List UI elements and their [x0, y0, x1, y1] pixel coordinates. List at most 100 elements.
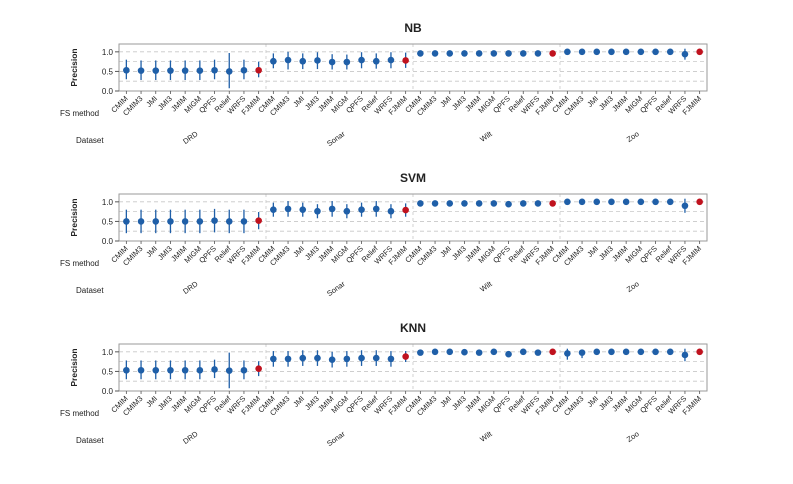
dataset-label-wilt: Wilt [478, 429, 494, 444]
point-wilt-fjmim [549, 50, 556, 57]
point-drd-qpfs [211, 217, 218, 224]
point-drd-fjmim [255, 365, 262, 372]
point-sonar-jmi3 [314, 57, 321, 64]
point-drd-cmim3 [137, 366, 145, 374]
dataset-label-drd: DRD [181, 129, 200, 146]
point-sonar-jmi3 [314, 354, 321, 362]
panel-title-svm: SVM [400, 171, 426, 185]
point-drd-relief [225, 367, 233, 374]
point-wilt-fjmim [549, 200, 556, 207]
point-wilt-migm [490, 200, 498, 207]
plot-frame [118, 343, 708, 392]
point-wilt-jmi3 [461, 50, 468, 57]
point-sonar-wrfs [387, 56, 395, 64]
point-sonar-migm [343, 355, 351, 363]
point-drd-cmim3 [137, 218, 145, 225]
point-wilt-wrfs [534, 50, 542, 57]
point-wilt-qpfs [505, 50, 512, 57]
point-drd-cmim [123, 366, 130, 374]
point-sonar-cmim3 [284, 205, 292, 213]
point-zoo-fjmim [696, 348, 703, 356]
dataset-row-label: Dataset [76, 136, 104, 145]
dataset-label-drd: DRD [181, 279, 200, 296]
point-zoo-cmim3 [578, 198, 586, 206]
point-zoo-qpfs [652, 48, 659, 56]
point-sonar-relief [372, 354, 380, 362]
point-zoo-migm [637, 198, 645, 206]
panel-title-nb: NB [404, 21, 422, 35]
point-wilt-wrfs [534, 200, 542, 207]
point-sonar-wrfs [387, 207, 395, 215]
point-wilt-cmim [417, 349, 424, 356]
point-drd-cmim [123, 66, 130, 74]
point-sonar-wrfs [387, 355, 395, 363]
point-wilt-cmim3 [431, 200, 439, 207]
dataset-label-sonar: Sonar [325, 129, 347, 148]
fs-method-row-label: FS method [60, 109, 99, 118]
point-drd-jmi [152, 366, 160, 374]
point-drd-fjmim [255, 66, 262, 74]
point-wilt-jmi [446, 348, 454, 356]
y-tick-label: 0.0 [102, 237, 114, 246]
point-zoo-jmim [622, 198, 630, 206]
point-drd-migm [196, 67, 204, 74]
point-sonar-jmi [299, 57, 307, 65]
point-drd-jmim [181, 67, 189, 74]
point-zoo-wrfs [681, 50, 689, 58]
dataset-label-zoo: Zoo [625, 279, 641, 294]
point-sonar-jmim [328, 356, 336, 363]
point-sonar-jmi [299, 206, 307, 213]
point-sonar-migm [343, 58, 351, 66]
point-drd-jmim [181, 218, 189, 225]
point-sonar-jmim [328, 205, 336, 213]
point-sonar-fjmim [402, 206, 409, 214]
point-zoo-migm [637, 48, 645, 56]
point-zoo-wrfs [681, 351, 689, 359]
point-wilt-migm [490, 348, 498, 356]
y-tick-label: 0.5 [102, 367, 114, 376]
point-zoo-jmim [622, 48, 630, 56]
point-wilt-cmim3 [431, 50, 439, 57]
point-wilt-jmi3 [461, 348, 468, 356]
point-wilt-qpfs [505, 200, 512, 208]
point-wilt-migm [490, 50, 498, 57]
point-wilt-jmi3 [461, 200, 468, 207]
point-wilt-jmi [446, 50, 454, 57]
point-drd-wrfs [240, 366, 248, 374]
plot-frame [118, 193, 708, 242]
point-drd-wrfs [240, 66, 248, 74]
point-wilt-cmim3 [431, 348, 439, 356]
point-zoo-cmim [564, 350, 571, 357]
point-drd-jmim [181, 366, 189, 374]
point-sonar-cmim3 [284, 355, 292, 363]
dataset-label-sonar: Sonar [325, 429, 347, 448]
point-zoo-relief [666, 198, 674, 206]
point-zoo-jmi [593, 348, 601, 356]
dataset-label-sonar: Sonar [325, 279, 347, 298]
point-zoo-jmi3 [608, 48, 615, 56]
point-sonar-qpfs [358, 354, 365, 362]
point-drd-cmim3 [137, 67, 145, 74]
point-sonar-cmim [270, 355, 277, 363]
plot-frame [118, 43, 708, 92]
point-drd-cmim [123, 218, 130, 225]
point-wilt-cmim [417, 200, 424, 207]
point-drd-jmi3 [167, 366, 174, 374]
point-zoo-qpfs [652, 348, 659, 356]
y-tick-label: 0.5 [102, 217, 114, 226]
fs-method-row-label: FS method [60, 409, 99, 418]
point-sonar-qpfs [358, 56, 365, 64]
y-tick-label: 1.0 [102, 48, 114, 57]
dataset-label-zoo: Zoo [625, 129, 641, 144]
y-axis-label: Precision [69, 198, 79, 236]
point-sonar-qpfs [358, 206, 365, 213]
point-wilt-jmi [446, 200, 454, 207]
point-wilt-relief [519, 50, 527, 57]
point-drd-jmi [152, 67, 160, 74]
dataset-label-wilt: Wilt [478, 129, 494, 144]
point-drd-qpfs [211, 66, 218, 74]
point-zoo-relief [666, 48, 674, 56]
point-wilt-cmim [417, 50, 424, 57]
